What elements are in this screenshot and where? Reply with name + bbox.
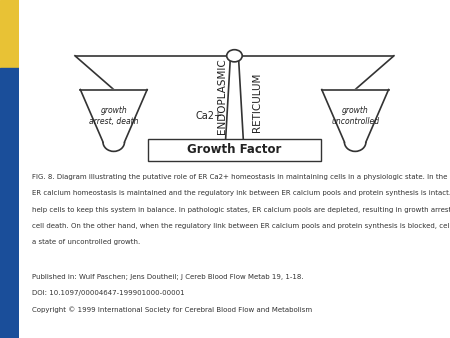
Text: growth
uncontrolled: growth uncontrolled (331, 106, 379, 126)
Text: help cells to keep this system in balance. In pathologic states, ER calcium pool: help cells to keep this system in balanc… (32, 207, 450, 213)
Polygon shape (322, 90, 388, 151)
Text: Ca2+: Ca2+ (196, 111, 223, 121)
Polygon shape (81, 90, 147, 151)
Text: ER calcium homeostasis is maintained and the regulatory ink between ER calcium p: ER calcium homeostasis is maintained and… (32, 190, 450, 196)
Text: ENDOPLASMIC: ENDOPLASMIC (216, 58, 226, 134)
Text: RETICULUM: RETICULUM (252, 73, 262, 132)
Text: growth
arrest, death: growth arrest, death (89, 106, 139, 126)
Bar (0, 0, 19, 68)
Bar (148, 139, 321, 161)
Text: FIG. 8. Diagram illustrating the putative role of ER Ca2+ homeostasis in maintai: FIG. 8. Diagram illustrating the putativ… (32, 174, 450, 180)
Polygon shape (225, 62, 244, 150)
Text: DOI: 10.1097/00004647-199901000-00001: DOI: 10.1097/00004647-199901000-00001 (32, 290, 184, 296)
Text: Published in: Wulf Paschen; Jens Doutheil; J Cereb Blood Flow Metab 19, 1-18.: Published in: Wulf Paschen; Jens Douthei… (32, 274, 303, 280)
Bar (0, 68, 19, 338)
Text: a state of uncontrolled growth.: a state of uncontrolled growth. (32, 239, 140, 245)
Text: Copyright © 1999 International Society for Cerebral Blood Flow and Metabolism: Copyright © 1999 International Society f… (32, 306, 312, 313)
Text: Growth Factor: Growth Factor (187, 143, 282, 156)
Circle shape (227, 50, 242, 62)
Text: cell death. On the other hand, when the regulatory link between ER calcium pools: cell death. On the other hand, when the … (32, 223, 450, 229)
